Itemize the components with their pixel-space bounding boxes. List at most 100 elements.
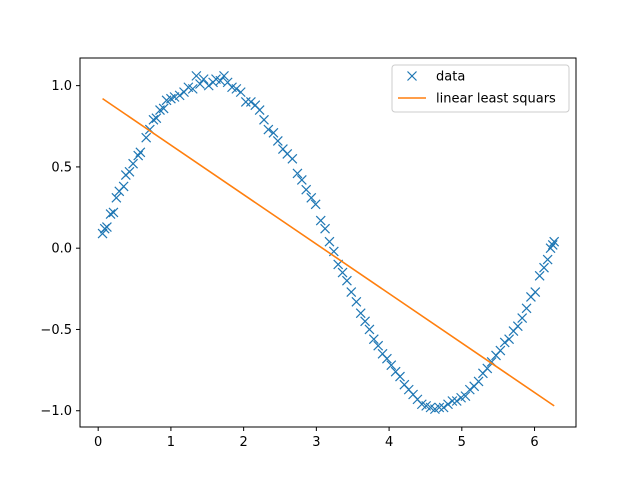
data-point xyxy=(108,207,119,218)
data-point xyxy=(231,83,242,94)
data-point-stroke-b xyxy=(337,267,348,278)
data-point xyxy=(495,345,506,356)
data-point-stroke-b xyxy=(187,83,198,94)
data-point xyxy=(381,353,392,364)
data-point xyxy=(268,127,279,138)
data-point-stroke-b xyxy=(395,371,405,382)
data-point xyxy=(141,132,152,143)
x-tick-label: 4 xyxy=(385,435,393,450)
data-point-stroke-b xyxy=(373,340,384,351)
data-point xyxy=(259,114,269,125)
data-point xyxy=(198,74,209,85)
data-point xyxy=(151,113,162,124)
data-point-stroke-b xyxy=(386,360,397,371)
data-point-stroke-b xyxy=(512,321,523,332)
data-point xyxy=(296,174,307,185)
data-point-stroke-b xyxy=(473,376,484,387)
data-point-stroke-b xyxy=(259,114,269,125)
data-point-stroke-b xyxy=(421,400,432,411)
data-point xyxy=(174,90,185,101)
y-tick-label: −0.5 xyxy=(40,323,72,338)
data-point-stroke-b xyxy=(351,296,362,307)
data-point-stroke-b xyxy=(521,303,532,314)
data-point xyxy=(386,360,397,371)
data-point-stroke-b xyxy=(183,82,194,93)
data-point xyxy=(310,199,321,210)
data-point-stroke-b xyxy=(464,384,475,395)
data-point-stroke-b xyxy=(486,357,497,367)
data-point-stroke-b xyxy=(219,70,229,81)
data-point xyxy=(530,287,541,298)
fit-line xyxy=(102,97,555,407)
x-tick-label: 3 xyxy=(312,435,320,450)
data-point-stroke-b xyxy=(124,166,135,177)
data-point-stroke-b xyxy=(128,158,139,169)
data-point xyxy=(124,166,135,177)
data-point-stroke-b xyxy=(390,366,401,377)
y-tick-label: 0.5 xyxy=(51,160,72,175)
x-tick-label: 6 xyxy=(530,435,538,450)
data-point-stroke-b xyxy=(324,236,335,247)
data-point xyxy=(240,96,251,107)
data-point xyxy=(360,316,371,327)
data-point-stroke-b xyxy=(403,384,414,395)
data-point xyxy=(451,396,462,406)
data-point xyxy=(351,296,362,307)
data-markers xyxy=(97,70,560,415)
data-point xyxy=(195,79,205,89)
data-point-stroke-b xyxy=(292,168,303,179)
data-point-stroke-b xyxy=(191,70,202,81)
axes-frame xyxy=(79,57,577,428)
x-tick-label: 2 xyxy=(239,435,247,450)
data-point-stroke-b xyxy=(108,207,119,218)
data-point xyxy=(368,334,379,345)
data-point xyxy=(324,236,335,247)
data-point-stroke-b xyxy=(443,399,453,410)
data-point xyxy=(272,135,283,146)
data-point xyxy=(105,209,116,219)
data-point xyxy=(315,215,326,226)
data-point xyxy=(434,402,445,413)
data-point xyxy=(254,105,265,115)
data-point-stroke-b xyxy=(434,402,445,413)
legend-label-fit: linear least squars xyxy=(436,92,556,107)
data-point xyxy=(135,147,146,158)
data-point xyxy=(438,402,449,413)
data-point-stroke-b xyxy=(272,135,283,146)
data-point-stroke-b xyxy=(111,192,122,203)
data-point-stroke-b xyxy=(495,345,506,356)
data-point-stroke-b xyxy=(416,399,427,410)
data-point-stroke-b xyxy=(310,199,321,210)
data-point-stroke-b xyxy=(315,215,326,226)
data-point xyxy=(346,287,357,298)
data-point-stroke-b xyxy=(364,324,375,335)
data-point-stroke-b xyxy=(438,402,449,413)
data-point xyxy=(337,267,348,278)
data-point-stroke-b xyxy=(425,402,436,413)
data-point xyxy=(539,262,549,273)
data-point xyxy=(443,399,453,410)
data-point xyxy=(148,114,159,125)
data-point xyxy=(373,340,384,351)
data-point-stroke-b xyxy=(408,389,419,400)
data-point xyxy=(482,363,493,374)
data-point xyxy=(512,321,523,332)
x-tick-label: 0 xyxy=(94,435,102,450)
data-point xyxy=(547,240,558,250)
data-point-stroke-b xyxy=(296,174,307,185)
data-point-stroke-b xyxy=(381,353,392,364)
data-point-stroke-b xyxy=(268,127,279,138)
data-point xyxy=(292,168,303,179)
data-point xyxy=(128,158,139,169)
data-point xyxy=(364,324,375,335)
data-point-stroke-b xyxy=(346,287,357,298)
data-point-stroke-b xyxy=(277,144,288,154)
data-point-stroke-b xyxy=(198,74,209,85)
data-point xyxy=(504,334,515,345)
data-point-stroke-b xyxy=(144,124,155,135)
data-point xyxy=(158,103,169,114)
data-point xyxy=(97,228,108,239)
data-point-stroke-b xyxy=(240,96,251,107)
data-point xyxy=(517,313,528,324)
